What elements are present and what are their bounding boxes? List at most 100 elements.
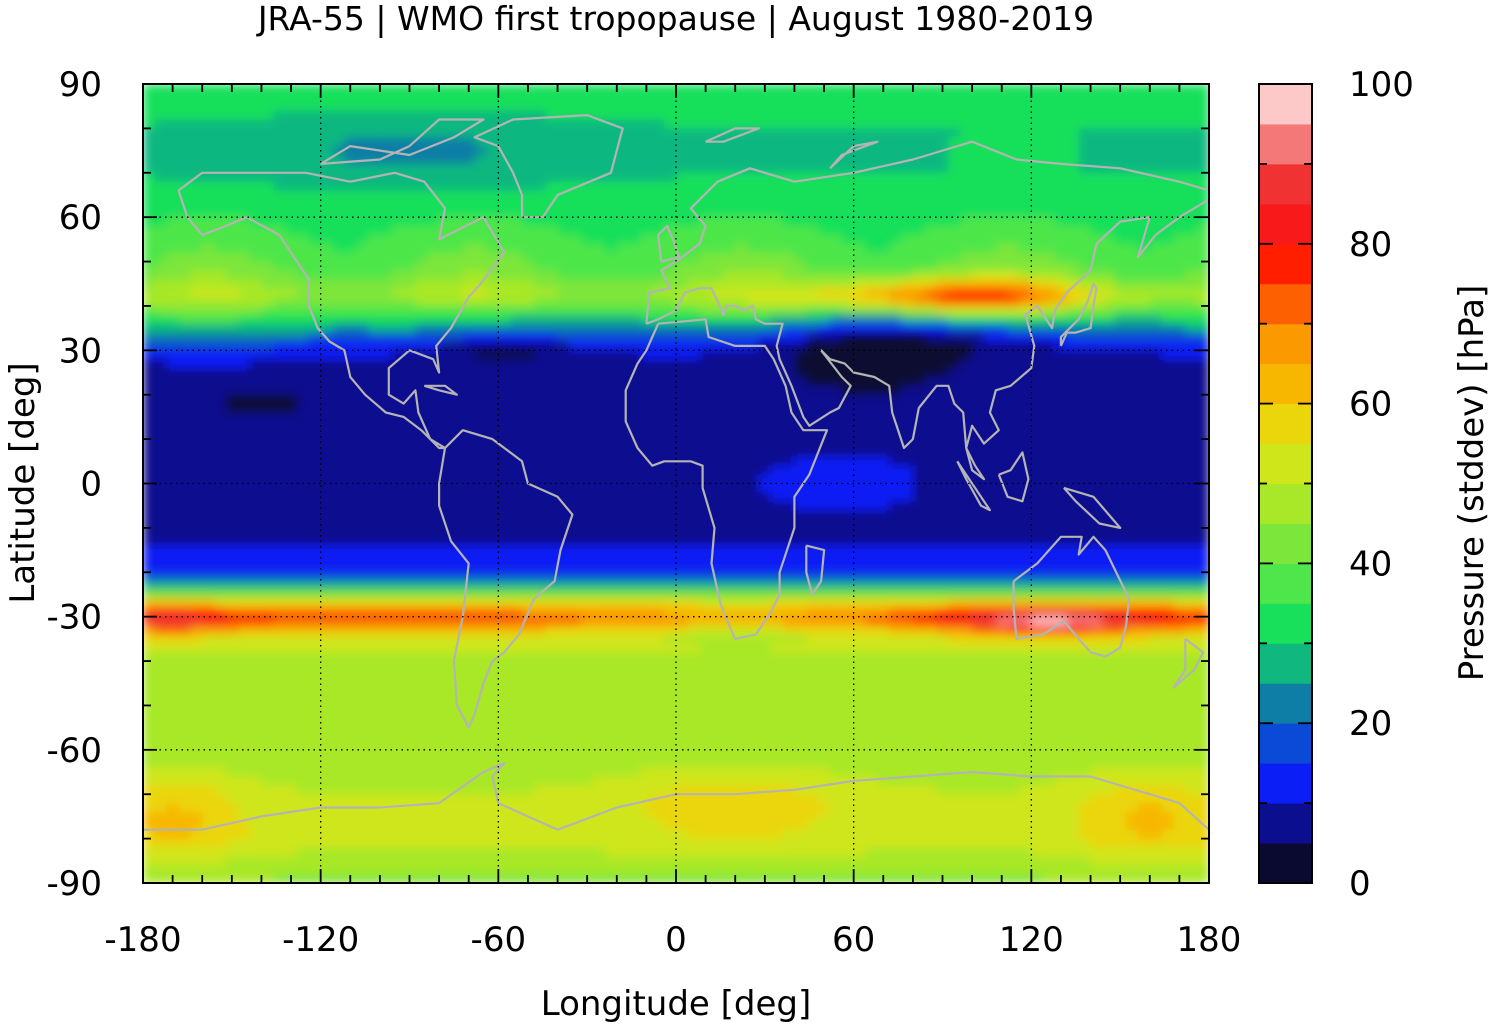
heatmap-cell (214, 92, 227, 103)
heatmap-cell (711, 305, 724, 316)
heatmap-cell (806, 447, 819, 458)
heatmap-cell (1173, 510, 1186, 520)
heatmap-cell (794, 394, 807, 405)
heatmap-cell (936, 110, 950, 121)
heatmap-cell (569, 137, 582, 147)
heatmap-cell (498, 439, 511, 449)
heatmap-cell (628, 563, 642, 573)
heatmap-cell (877, 261, 890, 272)
heatmap-cell (415, 430, 428, 440)
heatmap-cell (202, 447, 215, 458)
heatmap-cell (604, 483, 618, 493)
heatmap-cell (344, 261, 357, 272)
heatmap-cell (853, 403, 867, 414)
heatmap-cell (1066, 554, 1080, 564)
heatmap-cell (1149, 385, 1163, 396)
heatmap-cell (569, 341, 582, 351)
heatmap-cell (1066, 172, 1080, 183)
heatmap-cell (983, 270, 997, 280)
heatmap-cell (1066, 501, 1080, 511)
heatmap-cell (214, 359, 227, 369)
heatmap-cell (711, 519, 724, 529)
heatmap-cell (818, 226, 831, 236)
heatmap-cell (581, 376, 594, 387)
heatmap-cell (676, 519, 689, 529)
heatmap-cell (344, 199, 357, 209)
heatmap-cell (308, 323, 322, 334)
heatmap-cell (450, 368, 464, 378)
heatmap-cell (782, 368, 796, 378)
heatmap-cell (1055, 350, 1068, 360)
heatmap-cell (1197, 385, 1209, 396)
heatmap-cell (178, 243, 191, 254)
heatmap-cell (1173, 483, 1186, 493)
heatmap-cell (403, 359, 417, 369)
heatmap-cell (498, 261, 511, 272)
heatmap-cell (249, 456, 263, 467)
heatmap-cell (190, 341, 203, 351)
heatmap-cell (735, 501, 748, 511)
heatmap-cell (285, 359, 298, 369)
heatmap-cell (261, 243, 274, 254)
heatmap-cell (143, 412, 156, 422)
heatmap-cell (166, 465, 180, 476)
heatmap-cell (841, 323, 855, 334)
heatmap-cell (533, 172, 547, 183)
heatmap-cell (1031, 137, 1044, 147)
heatmap-cell (983, 519, 997, 529)
heatmap-cell (545, 403, 559, 414)
heatmap-cell (782, 563, 796, 573)
heatmap-cell (379, 456, 393, 467)
heatmap-cell (1090, 430, 1103, 440)
heatmap-cell (829, 181, 843, 192)
heatmap-cell (901, 110, 914, 121)
heatmap-cell (474, 217, 488, 227)
heatmap-cell (829, 288, 843, 298)
heatmap-cell (273, 270, 286, 280)
heatmap-cell (249, 155, 263, 165)
heatmap-cell (1019, 536, 1032, 547)
heatmap-cell (652, 261, 665, 272)
heatmap-cell (747, 447, 760, 458)
heatmap-cell (616, 332, 630, 343)
heatmap-cell (747, 226, 760, 236)
heatmap-cell (522, 563, 535, 573)
heatmap-cell (1126, 84, 1139, 94)
heatmap-cell (1102, 527, 1115, 538)
heatmap-cell (296, 172, 310, 183)
heatmap-cell (202, 368, 215, 378)
heatmap-cell (877, 155, 890, 165)
heatmap-cell (1066, 119, 1080, 129)
heatmap-cell (640, 297, 653, 307)
heatmap-cell (225, 350, 239, 360)
heatmap-cell (486, 137, 499, 147)
heatmap-cell (510, 368, 523, 378)
heatmap-cell (972, 226, 985, 236)
heatmap-cell (1197, 350, 1209, 360)
heatmap-cell (486, 519, 499, 529)
heatmap-cell (143, 439, 156, 449)
heatmap-cell (758, 376, 772, 387)
heatmap-cell (450, 350, 464, 360)
heatmap-cell (758, 465, 772, 476)
heatmap-cell (889, 110, 902, 121)
heatmap-cell (237, 279, 251, 289)
heatmap-cell (202, 510, 215, 520)
heatmap-cell (1114, 172, 1127, 183)
heatmap-cell (782, 412, 796, 422)
heatmap-cell (865, 84, 878, 94)
heatmap-cell (356, 527, 369, 538)
heatmap-cell (498, 572, 511, 582)
heatmap-cell (1114, 181, 1127, 192)
heatmap-cell (936, 554, 950, 564)
heatmap-cell (628, 261, 642, 272)
heatmap-cell (1043, 430, 1056, 440)
heatmap-cell (747, 243, 760, 254)
heatmap-cell (770, 128, 784, 138)
heatmap-cell (569, 217, 582, 227)
heatmap-cell (936, 137, 950, 147)
heatmap-cell (296, 181, 310, 192)
heatmap-cell (368, 385, 381, 396)
heatmap-cell (190, 474, 203, 485)
heatmap-cell (249, 172, 263, 183)
